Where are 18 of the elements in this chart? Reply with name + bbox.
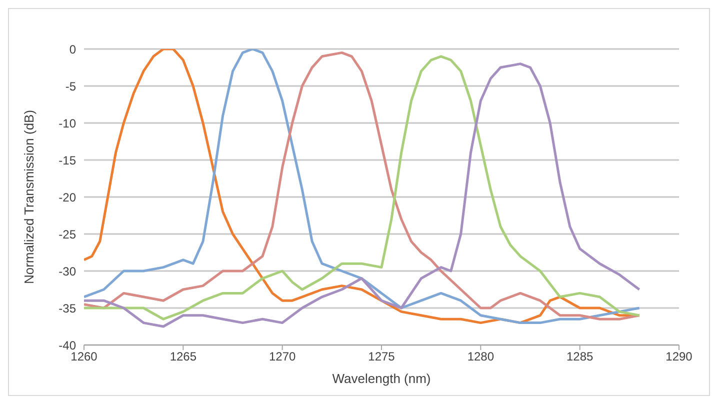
y-axis-title: Normalized Transmission (dB) bbox=[22, 110, 37, 284]
y-tick-label: -35 bbox=[58, 301, 76, 316]
x-tick-label: 1280 bbox=[467, 350, 494, 364]
y-tick-label: -40 bbox=[58, 338, 76, 352]
y-tick-label: -10 bbox=[58, 116, 76, 130]
x-tick-label: 1275 bbox=[368, 350, 396, 364]
y-tick-label: -15 bbox=[58, 153, 76, 168]
x-tick-label: 1285 bbox=[566, 350, 594, 364]
x-tick-label: 1265 bbox=[170, 350, 197, 364]
y-tick-label: -5 bbox=[65, 79, 76, 94]
y-tick-label: -25 bbox=[58, 227, 76, 242]
x-tick-label: 1290 bbox=[666, 350, 693, 364]
x-tick-label: 1260 bbox=[70, 350, 98, 364]
y-tick-label: -20 bbox=[58, 190, 76, 204]
y-tick-label: 0 bbox=[69, 42, 76, 56]
y-tick-label: -30 bbox=[58, 264, 76, 278]
x-tick-label: 1270 bbox=[268, 350, 296, 364]
x-axis-title: Wavelength (nm) bbox=[332, 371, 431, 386]
